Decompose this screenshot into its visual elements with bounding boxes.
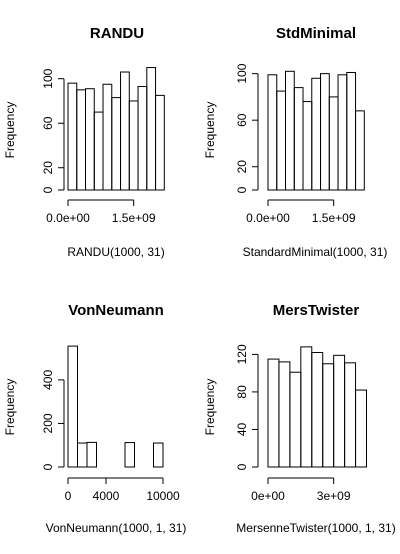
x-tick-label: 0 <box>65 489 72 503</box>
histogram-panel-1: RANDU 0 20 60 100 0.0e+00 1.5e+09 RANDU(1000, 3… <box>3 25 165 259</box>
histogram-bar <box>77 442 88 468</box>
y-tick-label: 120 <box>235 344 249 364</box>
y-tick-label: 20 <box>41 161 55 175</box>
x-tick-label: 0.0e+00 <box>246 211 290 225</box>
y-tick-label: 400 <box>41 370 55 390</box>
y-tick-label: 80 <box>235 385 249 399</box>
histogram-bar <box>67 82 78 191</box>
histogram-bar <box>333 354 346 468</box>
x-tick-label: 1.5e+09 <box>112 211 156 225</box>
histogram-bar <box>300 346 313 468</box>
x-axis-label: RANDU(1000, 31) <box>67 245 164 259</box>
histogram-bar <box>153 442 164 468</box>
histogram-bar <box>124 442 135 468</box>
histogram-bar <box>146 67 157 191</box>
y-tick-label: 100 <box>235 63 249 83</box>
y-tick-label: 20 <box>235 160 249 174</box>
x-tick-label: 1.5e+09 <box>312 211 356 225</box>
histogram-bar <box>155 94 165 191</box>
y-axis-label: Frequency <box>3 102 17 159</box>
y-tick-label: 200 <box>41 413 55 433</box>
x-tick-label: 4000 <box>93 489 120 503</box>
x-axis-label: VonNeumann(1000, 1, 31) <box>46 521 187 535</box>
histogram-bar <box>86 441 97 468</box>
histogram-bar <box>85 88 95 191</box>
histogram-bar <box>346 71 357 191</box>
histogram-bar <box>285 70 295 191</box>
histogram-panel-2: StdMinimal 0 20 60 100 0.0e+00 1.5e+09 Standard… <box>203 25 387 259</box>
histogram-panel-4: MersTwister 0 40 80 120 0e+00 3e+09 MersenneTwi… <box>203 302 396 535</box>
histogram-bar <box>355 110 365 191</box>
histogram-bar <box>302 101 313 191</box>
histogram-bar <box>102 83 113 191</box>
histogram-bar <box>76 89 87 191</box>
histogram-bar <box>128 100 139 191</box>
histogram-bar <box>344 362 357 468</box>
histogram-bar <box>337 74 348 191</box>
histogram-bar <box>93 111 104 191</box>
histogram-bar <box>355 389 367 468</box>
y-tick-label: 60 <box>41 116 55 130</box>
x-axis-label: StandardMinimal(1000, 31) <box>243 245 388 259</box>
histogram-bar <box>311 352 324 468</box>
chart-title: MersTwister <box>273 302 360 319</box>
x-tick-label: 0.0e+00 <box>46 211 90 225</box>
histogram-bar <box>293 87 304 191</box>
y-axis-label: Frequency <box>203 102 217 159</box>
y-tick-label: 40 <box>235 422 249 436</box>
x-axis-label: MersenneTwister(1000, 1, 31) <box>236 521 395 535</box>
y-axis-label: Frequency <box>203 379 217 436</box>
y-tick-label: 0 <box>41 463 55 470</box>
histogram-bar <box>267 358 280 468</box>
histogram-bar <box>120 71 130 191</box>
histogram-bar <box>276 90 287 191</box>
chart-title: VonNeumann <box>68 302 164 319</box>
histogram-bar <box>67 345 78 468</box>
y-tick-label: 60 <box>235 113 249 127</box>
y-axis-label: Frequency <box>3 379 17 436</box>
histogram-bar <box>289 371 302 468</box>
chart-title: RANDU <box>90 25 144 42</box>
histogram-bar <box>311 77 322 191</box>
histogram-bar <box>137 85 148 191</box>
y-tick-label: 100 <box>41 68 55 88</box>
histogram-bar <box>320 73 330 191</box>
y-tick-label: 0 <box>235 186 249 193</box>
x-tick-label: 3e+09 <box>317 489 351 503</box>
histogram-bar <box>328 96 339 191</box>
y-tick-label: 0 <box>41 186 55 193</box>
chart-title: StdMinimal <box>276 25 356 42</box>
x-tick-label: 0e+00 <box>251 489 285 503</box>
histogram-bar <box>267 74 278 191</box>
histogram-bar <box>322 363 335 468</box>
histogram-bar <box>111 97 122 191</box>
histogram-bar <box>278 361 291 468</box>
x-tick-label: 10000 <box>146 489 180 503</box>
y-tick-label: 0 <box>235 463 249 470</box>
